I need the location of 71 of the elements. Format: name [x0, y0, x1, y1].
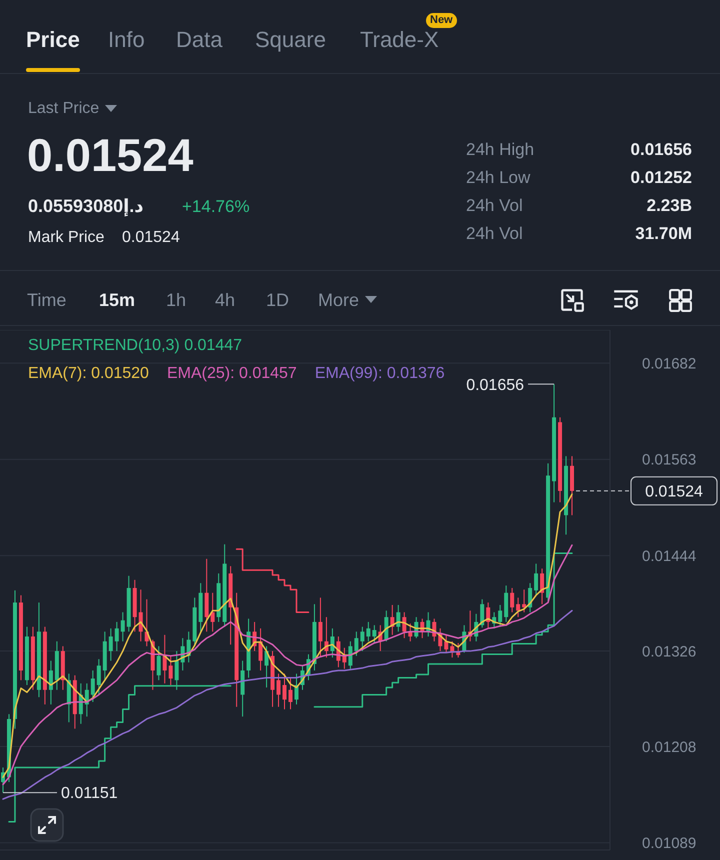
- candlestick: [282, 673, 287, 710]
- text: 0.05593080د.إ: [28, 196, 144, 216]
- y-tick-label: 0.01682: [642, 355, 696, 372]
- candlestick: [534, 563, 538, 596]
- text: 0.01524: [645, 484, 704, 501]
- candlestick: [162, 634, 167, 684]
- text: 31.70M: [635, 224, 692, 242]
- candlestick: [210, 592, 215, 632]
- candlestick: [276, 673, 281, 708]
- text: Mark Price: [28, 229, 104, 246]
- y-tick-label: 0.01208: [642, 738, 696, 756]
- text: EMA(99): 0.01376: [314, 365, 445, 383]
- candlestick: [48, 660, 53, 705]
- text: 1D: [266, 290, 290, 310]
- candlestick: [360, 626, 364, 652]
- text: Price: [26, 27, 80, 52]
- candlestick: [318, 597, 322, 658]
- text: Time: [27, 290, 66, 310]
- candlestick: [258, 628, 263, 671]
- candlestick: [114, 621, 119, 652]
- candlestick: [510, 587, 514, 613]
- text: 2.23B: [646, 196, 692, 214]
- text: EMA(7): 0.01520: [28, 365, 149, 383]
- text: 15m: [99, 290, 136, 310]
- candlestick: [168, 655, 173, 686]
- text: 24h Vol: [466, 196, 523, 214]
- candlestick: [96, 658, 101, 696]
- candlestick: [522, 589, 526, 613]
- line-series: [2, 544, 573, 786]
- text: Trade-X: [360, 27, 439, 52]
- candlestick: [372, 624, 376, 644]
- y-tick-label: 0.01444: [642, 548, 696, 565]
- text: 0.01524: [122, 229, 180, 246]
- text: SUPERTREND(10,3) 0.01447: [28, 337, 242, 355]
- text: Info: [108, 27, 145, 52]
- candlestick: [366, 621, 370, 642]
- line-series: [2, 610, 573, 800]
- candlestick: [108, 628, 113, 662]
- text: Last Price: [28, 100, 100, 117]
- text: EMA(25): 0.01457: [166, 365, 297, 383]
- text: 1h: [166, 290, 186, 310]
- annotation: 0.01151: [60, 785, 118, 802]
- text: +14.76%: [182, 196, 250, 216]
- candlestick: [444, 634, 448, 654]
- text: Data: [176, 27, 222, 52]
- y-tick-label: 0.01089: [642, 835, 696, 852]
- text: More: [318, 290, 360, 310]
- text: New: [426, 12, 457, 28]
- candlestick: [120, 612, 125, 642]
- text: 24h Low: [466, 168, 530, 186]
- candlestick: [540, 568, 544, 605]
- y-tick-label: 0.01326: [642, 643, 696, 660]
- text: 0.01656: [630, 140, 692, 158]
- candlestick: [348, 640, 352, 670]
- text: 0.01252: [630, 168, 692, 186]
- candlestick: [516, 597, 520, 618]
- annotation: 0.01656: [466, 376, 524, 394]
- candlestick: [480, 598, 484, 628]
- text: Square: [255, 27, 326, 52]
- text: 24h High: [466, 140, 534, 158]
- text: 4h: [215, 290, 236, 310]
- candlestick: [156, 646, 161, 681]
- text: 0.01524: [27, 129, 194, 181]
- y-tick-label: 0.01563: [642, 452, 696, 469]
- text: 24h Vol: [466, 224, 523, 242]
- candlestick: [90, 670, 95, 703]
- candlestick: [342, 647, 346, 670]
- candlestick: [498, 604, 502, 628]
- candlestick: [288, 677, 292, 710]
- candlestick: [354, 631, 358, 656]
- candlestick: [174, 650, 179, 690]
